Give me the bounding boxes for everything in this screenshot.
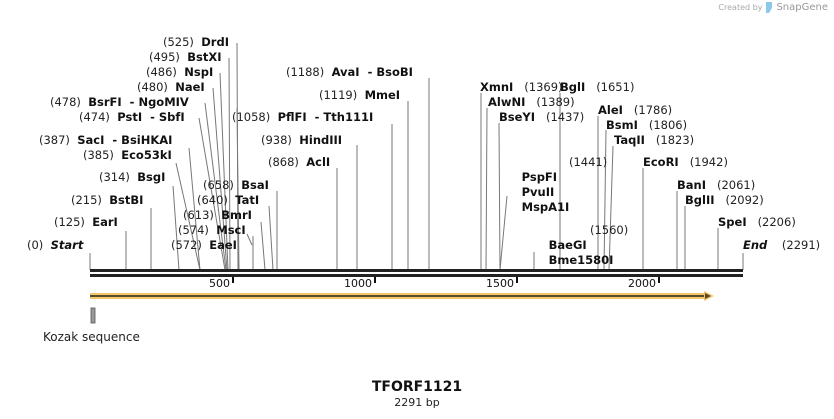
site-label-hindiii[interactable]: (938) HindIII xyxy=(261,133,343,147)
kozak-sequence-feature[interactable] xyxy=(90,307,96,324)
site-label-end[interactable]: End (2291) xyxy=(743,238,821,252)
site-label-bseyi[interactable]: BseYI (1437) xyxy=(499,110,585,124)
site-label-bsai[interactable]: (658) BsaI xyxy=(203,178,269,192)
site-label-alei[interactable]: AleI (1786) xyxy=(598,103,673,117)
site-label-bstxi[interactable]: (495) BstXI xyxy=(149,50,222,64)
site-label-drdi[interactable]: (525) DrdI xyxy=(163,35,229,49)
tick-label-1000: 1000 xyxy=(344,277,372,290)
snapgene-credit: Created by SnapGene xyxy=(718,2,828,13)
backbone-bottom xyxy=(90,274,743,277)
site-label-xmni[interactable]: XmnI (1369) xyxy=(480,80,563,94)
site-label-spei[interactable]: SpeI (2206) xyxy=(718,215,796,229)
site-label-taqii[interactable]: TaqII (1823) xyxy=(614,133,695,147)
tick-label-500: 500 xyxy=(209,277,230,290)
site-label-tati[interactable]: (640) TatI xyxy=(197,193,260,207)
site-label-eari[interactable]: (125) EarI xyxy=(54,215,118,229)
site-label-bmri[interactable]: (613) BmrI xyxy=(183,208,252,222)
site-label-bsgi[interactable]: (314) BsgI xyxy=(99,170,166,184)
site-label-nspi[interactable]: (486) NspI xyxy=(146,65,214,79)
site-label-start[interactable]: (0) Start xyxy=(27,238,84,252)
tick-label-1500: 1500 xyxy=(486,277,514,290)
site-label-saci-bsihkai[interactable]: (387) SacI - BsiHKAI xyxy=(39,133,173,147)
site-connector-lines xyxy=(89,42,744,271)
map-title: TFORF1121 xyxy=(371,379,463,395)
ruler-ticks xyxy=(232,277,660,283)
orf-arrow xyxy=(90,291,714,301)
site-label-baegi-bme1580i[interactable]: BaeGI Bme1580I (1560) xyxy=(548,223,629,267)
site-label-bani[interactable]: BanI (2061) xyxy=(677,178,756,192)
site-label-avai-bsobi[interactable]: (1188) AvaI - BsoBI xyxy=(286,65,413,79)
site-label-mmei[interactable]: (1119) MmeI xyxy=(319,88,401,102)
site-label-naei[interactable]: (480) NaeI xyxy=(137,80,205,94)
backbone-top xyxy=(90,269,743,272)
site-label-bglii[interactable]: BglII (2092) xyxy=(685,193,764,207)
site-label-alwni[interactable]: AlwNI (1389) xyxy=(488,95,575,109)
site-label-ecori[interactable]: EcoRI (1942) xyxy=(643,155,728,169)
site-label-psti-sbfi[interactable]: (474) PstI - SbfI xyxy=(79,110,185,124)
site-label-msci[interactable]: (574) MscI xyxy=(178,223,246,237)
site-label-bstbi[interactable]: (215) BstBI xyxy=(71,193,144,207)
site-label-bsrfi-ngomiv[interactable]: (478) BsrFI - NgoMIV xyxy=(50,95,189,109)
site-label-acli[interactable]: (868) AclI xyxy=(268,155,331,169)
site-label-eaei[interactable]: (572) EaeI xyxy=(171,238,237,252)
site-label-bsmi[interactable]: BsmI (1806) xyxy=(606,118,688,132)
site-label-pflfi-tth111i[interactable]: (1058) PflFI - Tth111I xyxy=(232,110,374,124)
site-label-pspfi-pvuii-mspa1i[interactable]: PspFI PvuII MspA1I (1441) xyxy=(521,155,608,214)
site-label-bgli[interactable]: BglI (1651) xyxy=(560,80,635,94)
site-label-eco53ki[interactable]: (385) Eco53kI xyxy=(83,148,172,162)
kozak-sequence-label: Kozak sequence xyxy=(43,330,140,344)
map-length: 2291 bp xyxy=(394,396,440,409)
tick-label-2000: 2000 xyxy=(628,277,656,290)
snapgene-logo-icon xyxy=(766,2,773,13)
